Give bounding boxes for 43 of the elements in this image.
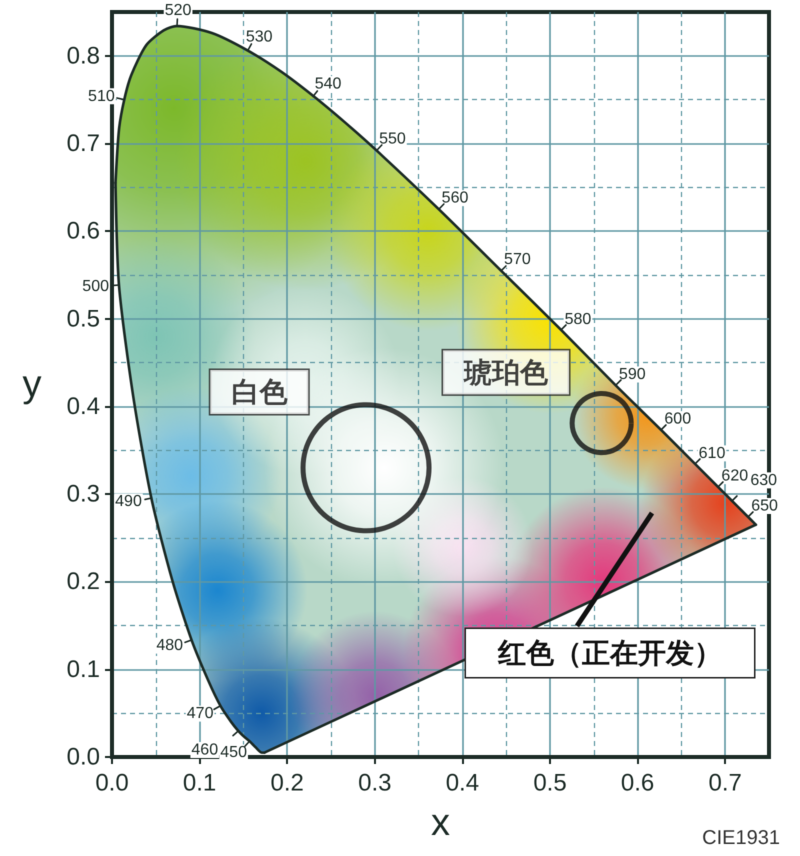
y-tick-label: 0.1 xyxy=(66,656,100,683)
y-tick-label: 0.5 xyxy=(66,305,100,332)
y-tick-label: 0.2 xyxy=(66,568,100,596)
y-tick-label: 0.6 xyxy=(66,218,100,245)
annotation: 红色（正在开发） xyxy=(497,638,722,668)
x-tick-label: 0.0 xyxy=(95,770,129,796)
y-axis-title: y xyxy=(22,364,42,406)
annotation: 560 xyxy=(442,190,468,207)
annotation: 480 xyxy=(156,637,184,654)
annotation: 650 xyxy=(751,497,778,514)
annotation: 500 xyxy=(82,278,110,296)
annotation: 520 xyxy=(164,2,192,20)
annotation: 450 xyxy=(220,744,248,762)
annotation: 610 xyxy=(698,444,726,462)
x-tick-label: 0.7 xyxy=(708,770,742,796)
x-axis-title: x xyxy=(431,802,450,844)
annotation: 490 xyxy=(115,493,142,510)
y-tick-label: 0.3 xyxy=(66,480,100,508)
y-tick-label: 0.4 xyxy=(66,392,100,420)
x-tick-label: 0.2 xyxy=(270,770,304,796)
annotation: 460 xyxy=(191,742,218,759)
annotation: 550 xyxy=(379,130,406,148)
y-tick-label: 0.8 xyxy=(66,42,100,70)
annotation: 570 xyxy=(504,251,531,268)
x-tick-label: 0.4 xyxy=(446,770,480,796)
annotation: 620 xyxy=(721,468,748,485)
series-label: 白色 xyxy=(231,376,288,408)
annotation: 630 xyxy=(750,472,778,489)
series-label: 琥珀色 xyxy=(463,356,550,388)
x-tick-label: 0.6 xyxy=(620,770,654,796)
text: CIE1931 xyxy=(702,827,780,849)
y-tick-label: 0.7 xyxy=(66,130,100,157)
x-tick-label: 0.1 xyxy=(182,770,216,796)
annotation: 530 xyxy=(246,28,273,46)
annotation: 580 xyxy=(564,310,592,328)
annotation: 600 xyxy=(664,410,692,428)
annotation: 470 xyxy=(186,705,214,722)
annotation: 510 xyxy=(88,88,115,105)
x-tick-label: 0.3 xyxy=(358,770,392,796)
y-tick-label: 0.0 xyxy=(66,744,100,770)
annotation: 590 xyxy=(618,366,646,383)
x-tick-label: 0.5 xyxy=(533,770,567,796)
annotation: 540 xyxy=(314,76,342,93)
